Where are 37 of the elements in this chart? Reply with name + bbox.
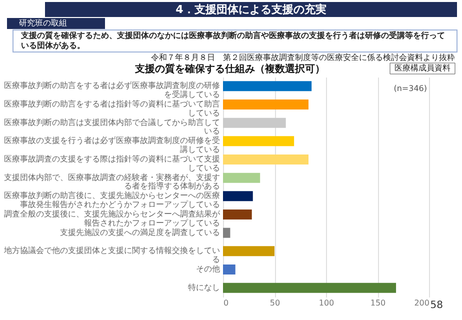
y-tick-label: 医療事故調査の支援をする際は指針等の資料に基づいて支援している — [4, 154, 220, 172]
y-tick-label: 特になし — [188, 282, 220, 292]
bar — [223, 154, 308, 164]
chart-subtitle: 支援の質を確保する仕組み（複数選択可） — [134, 63, 325, 75]
chart-title: 4．支援団体による支援の充実 — [176, 3, 326, 16]
x-tick-label: 150 — [370, 298, 386, 308]
y-tick-label: 医療事故判断の助言後に、支援先施設からセンターへの医療事故発生報告がされたかどうかフォローアップしている — [4, 191, 220, 209]
bar — [223, 172, 260, 183]
y-tick-label: その他 — [196, 264, 220, 274]
text: 医療構成員資料 — [394, 64, 450, 72]
bar — [223, 210, 252, 220]
x-tick-label: 200 — [414, 298, 430, 308]
text: 58 — [430, 300, 443, 311]
y-tick-label: 医療事故の支援を行う者は必ず医療事故調査制度の研修を受講している — [4, 136, 220, 154]
bar — [223, 282, 396, 293]
x-tick-label: 100 — [318, 298, 334, 308]
text: 研究班の取組 — [19, 18, 67, 28]
y-tick-label: 支援先施設の支援への満足度を調査している — [60, 228, 220, 237]
y-tick-label: 地方協議会で他の支援団体と支援に関する情報交換をしている — [3, 246, 220, 264]
x-tick-label: 50 — [270, 298, 280, 308]
bar — [223, 191, 253, 202]
bar — [223, 246, 274, 256]
text: 令和７年８月８日 第２回医療事故調査制度等の医療安全に係る検討会資料より抜粋 — [151, 53, 455, 62]
y-tick-label: 医療事故判断の助言は支援団体内部で合議してから助言している — [4, 118, 220, 136]
y-tick-label: 医療事故判断の助言をする者は指針等の資料に基づいて助言している — [4, 100, 220, 118]
bar — [223, 100, 308, 110]
y-tick-label: 調査全般の支援後に、支援先施設からセンターへ調査結果が報告されたかフォローアップしている — [4, 210, 221, 228]
bar — [223, 136, 294, 146]
y-tick-label: 医療事故判断の助言をする者は必ず医療事故調査制度の研修を受講している — [4, 81, 220, 99]
bar — [223, 118, 286, 128]
text: 支援の質を確保するため、支援団体のなかには医療事故判断の助言や医療事故の支援を行う者は研修の受講等を行っている団体がある。 — [20, 30, 445, 50]
bar — [223, 228, 230, 238]
annotation: (n=346) — [394, 84, 427, 93]
y-tick-label: 支援団体内部で、医療事故調査の経験者・実務者が、支援する者を指導する体制がある — [4, 172, 220, 191]
bar — [223, 264, 236, 274]
x-tick-label: 0 — [224, 298, 229, 308]
bar — [223, 81, 312, 92]
